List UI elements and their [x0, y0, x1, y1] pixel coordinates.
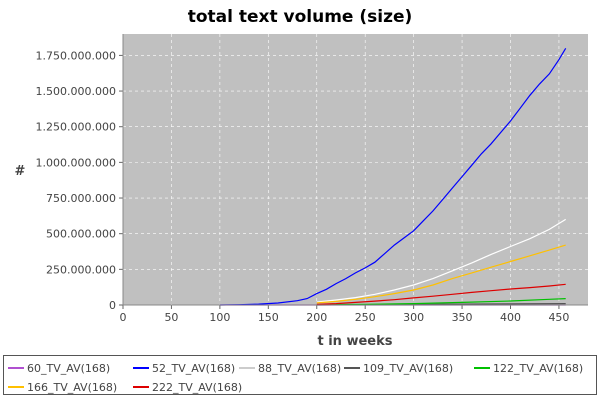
x-tick-label: 350	[452, 311, 473, 324]
legend-label: 166_TV_AV(168)	[27, 380, 118, 394]
axes	[119, 34, 588, 309]
y-tick-label: 1.250.000.000	[36, 121, 116, 134]
y-tick-label: 500.000.000	[46, 228, 116, 241]
legend-item: 52_TV_AV(168)	[133, 361, 235, 375]
legend-swatch	[8, 386, 24, 388]
x-tick-label: 400	[500, 311, 521, 324]
legend-item: 166_TV_AV(168)	[8, 380, 117, 394]
y-tick-label: 750.000.000	[46, 192, 116, 205]
legend: 60_TV_AV(168) 52_TV_AV(168) 88_TV_AV(168) 1…	[3, 355, 597, 395]
y-tick-label: 1.000.000.000	[36, 156, 116, 169]
line-chart: total text volume (size) 0 50 100 150 200 250…	[15, 7, 588, 349]
legend-item: 222_TV_AV(168)	[133, 380, 242, 394]
x-tick-label: 450	[548, 311, 569, 324]
series-line-88_TV_AV(168)	[316, 218, 567, 303]
y-tick-label: 1.500.000.000	[36, 85, 116, 98]
legend-item: 60_TV_AV(168)	[8, 361, 110, 375]
y-tick-label: 250.000.000	[46, 263, 116, 276]
x-axis-title: t in weeks	[317, 334, 392, 349]
series-line-52_TV_AV(168)	[219, 47, 567, 306]
legend-swatch	[133, 367, 149, 369]
legend-label: 222_TV_AV(168)	[152, 380, 243, 394]
x-tick-label: 150	[258, 311, 279, 324]
legend-label: 122_TV_AV(168)	[493, 361, 584, 375]
y-tick-label: 1.750.000.000	[36, 49, 116, 62]
legend-label: 52_TV_AV(168)	[152, 361, 236, 375]
legend-swatch	[239, 367, 255, 369]
legend-swatch	[474, 367, 490, 369]
y-tick-label: 0	[109, 299, 116, 312]
x-tick-label: 300	[403, 311, 424, 324]
x-tick-label: 0	[120, 311, 127, 324]
y-axis-title: #	[15, 164, 26, 179]
legend-swatch	[344, 367, 360, 369]
x-tick-label: 100	[209, 311, 230, 324]
series-line-222_TV_AV(168)	[316, 283, 566, 305]
x-tick-label: 200	[306, 311, 327, 324]
legend-item: 109_TV_AV(168)	[344, 361, 453, 375]
legend-label: 60_TV_AV(168)	[27, 361, 111, 375]
legend-label: 88_TV_AV(168)	[258, 361, 342, 375]
series-line-166_TV_AV(168)	[316, 244, 566, 304]
legend-swatch	[133, 386, 149, 388]
legend-item: 88_TV_AV(168)	[239, 361, 341, 375]
plot-area	[123, 34, 588, 305]
tick-labels: 0 50 100 150 200 250 300 350 400 450 0 250.000.000 5…	[36, 49, 570, 324]
x-tick-label: 50	[164, 311, 178, 324]
chart-title: total text volume (size)	[188, 7, 413, 27]
series-line-122_TV_AV(168)	[316, 298, 566, 306]
legend-label: 109_TV_AV(168)	[363, 361, 454, 375]
legend-item: 122_TV_AV(168)	[474, 361, 583, 375]
legend-swatch	[8, 367, 24, 369]
x-tick-label: 250	[355, 311, 376, 324]
